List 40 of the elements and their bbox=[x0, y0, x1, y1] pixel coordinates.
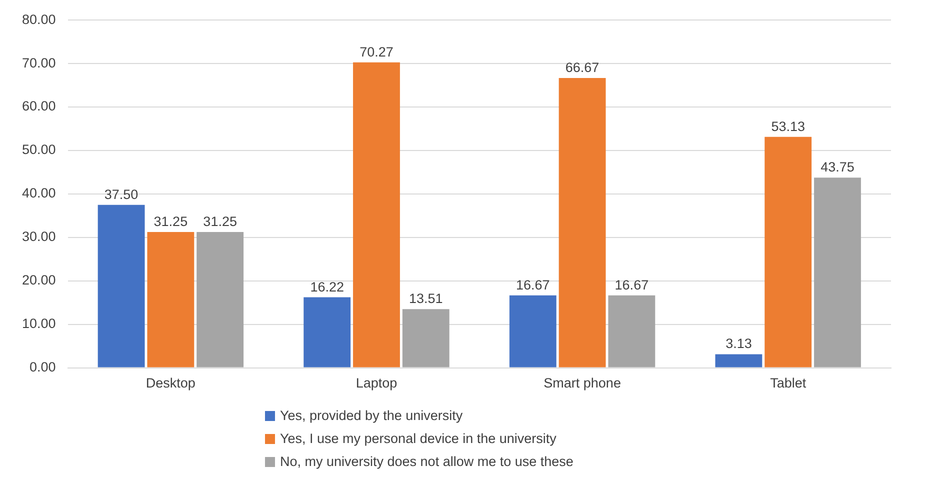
data-label: 16.67 bbox=[516, 277, 550, 292]
bar bbox=[558, 78, 606, 368]
legend-label: Yes, I use my personal device in the university bbox=[280, 431, 556, 446]
x-tick-label: Smart phone bbox=[544, 376, 621, 391]
data-label: 66.67 bbox=[565, 60, 600, 76]
x-tick-label: Desktop bbox=[146, 376, 196, 391]
y-tick-label: 60.00 bbox=[22, 98, 56, 114]
y-tick-label: 30.00 bbox=[22, 229, 56, 244]
bar bbox=[353, 62, 400, 368]
y-tick-label: 40.00 bbox=[22, 186, 56, 201]
data-label: 13.51 bbox=[408, 291, 443, 306]
y-tick-label: 0.00 bbox=[30, 360, 56, 375]
x-tick-label: Laptop bbox=[356, 376, 398, 391]
bar bbox=[304, 297, 351, 368]
data-label: 31.25 bbox=[203, 214, 237, 229]
bar bbox=[764, 136, 812, 368]
bar bbox=[715, 354, 762, 368]
y-tick-label: 50.00 bbox=[22, 142, 56, 158]
data-label: 31.25 bbox=[154, 214, 188, 229]
legend-label: No, my university does not allow me to use these bbox=[280, 454, 574, 469]
data-label: 16.22 bbox=[310, 279, 344, 294]
bar bbox=[196, 232, 244, 368]
bar bbox=[814, 178, 861, 368]
y-tick-label: 20.00 bbox=[22, 272, 56, 288]
bar bbox=[147, 232, 194, 368]
data-label: 70.27 bbox=[360, 44, 394, 60]
bar bbox=[608, 295, 656, 368]
y-tick-label: 80.00 bbox=[22, 12, 56, 27]
data-label: 16.67 bbox=[614, 277, 649, 292]
bar bbox=[402, 309, 450, 368]
y-tick-label: 10.00 bbox=[22, 316, 56, 332]
bar bbox=[509, 295, 556, 368]
data-label: 53.13 bbox=[771, 118, 805, 134]
y-tick-label: 70.00 bbox=[22, 55, 56, 70]
data-label: 37.50 bbox=[104, 186, 138, 202]
data-label: 43.75 bbox=[820, 160, 854, 175]
bar bbox=[98, 204, 145, 368]
legend-label: Yes, provided by the university bbox=[280, 408, 463, 423]
x-tick-label: Tablet bbox=[770, 376, 806, 391]
data-label: 3.13 bbox=[726, 336, 752, 352]
